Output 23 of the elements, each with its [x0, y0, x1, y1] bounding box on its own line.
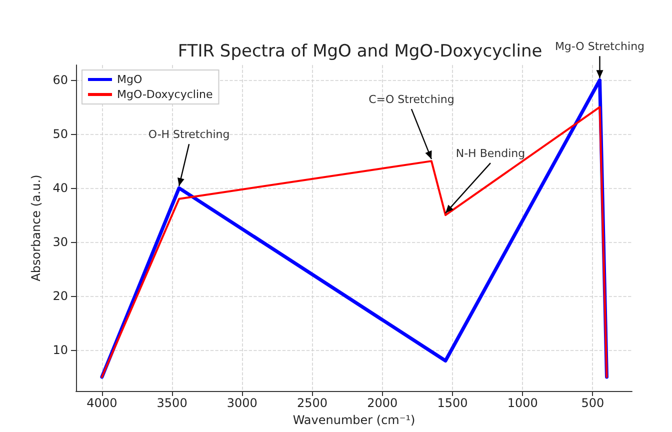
y-tick-label: 20	[52, 289, 68, 304]
y-tick-label: 10	[52, 342, 68, 357]
x-tick-label: 1000	[507, 396, 538, 410]
annotation: Mg-O Stretching	[554, 40, 645, 54]
annotation: O-H Stretching	[148, 128, 230, 142]
legend-label: MgO	[117, 73, 142, 86]
legend-label: MgO-Doxycycline	[117, 88, 213, 101]
y-tick-label: 50	[52, 127, 68, 142]
chart-title: FTIR Spectra of MgO and MgO-Doxycycline	[178, 42, 542, 62]
x-tick-label: 2000	[367, 396, 398, 410]
y-tick-label: 30	[52, 235, 68, 250]
x-tick-label: 1500	[437, 396, 468, 410]
x-tick-label: 3000	[226, 396, 258, 410]
x-axis-title: Wavenumber (cm⁻¹)	[292, 412, 416, 427]
x-tick-label: 4000	[86, 396, 118, 410]
annotation: C=O Stretching	[368, 93, 454, 106]
y-axis-title: Absorbance (a.u.)	[28, 174, 43, 282]
x-tick-label: 2500	[297, 396, 328, 410]
x-tick-label: 500	[581, 396, 604, 410]
y-tick-label: 60	[52, 73, 68, 88]
x-tick-label: 3500	[156, 396, 188, 410]
annotation: N-H Bending	[456, 147, 526, 160]
y-tick-label: 40	[52, 181, 68, 196]
